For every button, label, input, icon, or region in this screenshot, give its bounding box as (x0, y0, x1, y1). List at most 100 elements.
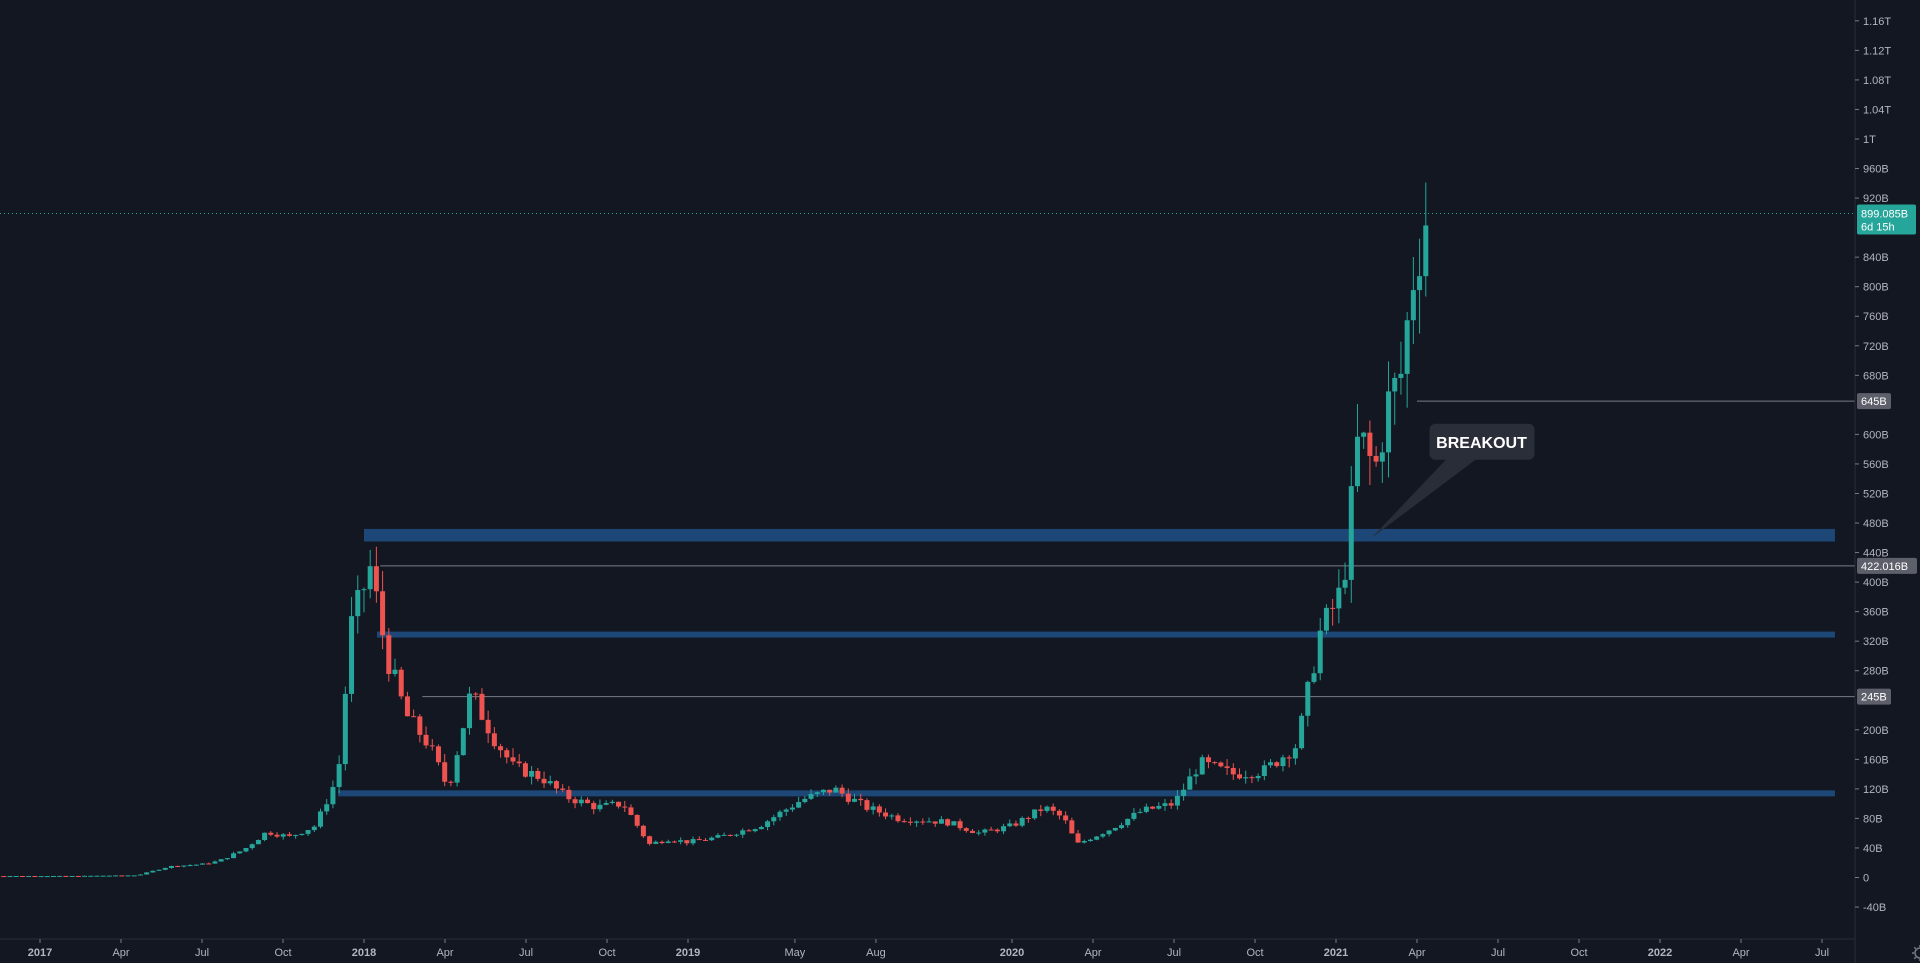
candle-body (262, 832, 268, 840)
annotation-layer: BREAKOUT (1371, 423, 1535, 538)
candle-body (1044, 806, 1050, 811)
candle-body (150, 870, 156, 873)
time-axis[interactable]: 2017 Apr Jul Oct 2018 Apr Jul Oct 2019 May Aug 2020… (28, 939, 1829, 959)
candle-body (1354, 436, 1360, 487)
candle-body (435, 746, 441, 763)
candle-body (870, 806, 876, 810)
candle-body (938, 819, 944, 824)
candle-body (789, 807, 795, 810)
candle-body (1056, 810, 1062, 816)
candle-body (1125, 818, 1131, 826)
price-tick-label: 1.04T (1863, 104, 1891, 116)
candle-body (1311, 673, 1317, 682)
candle-body (976, 832, 982, 834)
candle-body (187, 865, 193, 867)
gear-icon[interactable] (1912, 945, 1920, 961)
price-tick-label: 1.16T (1863, 16, 1891, 28)
candle-body (920, 821, 926, 823)
candle-body (634, 814, 640, 826)
candle-body (969, 830, 975, 834)
time-tick-label: 2018 (352, 947, 376, 959)
price-tick-label: 920B (1863, 193, 1889, 205)
candle-body (1137, 811, 1143, 813)
candle-body (628, 807, 634, 815)
candle-body (255, 839, 261, 845)
price-axis[interactable]: 1.16T 1.12T 1.08T 1.04T 1T 960B 920B 840B 800B 76… (1855, 16, 1891, 914)
candle-body (1330, 607, 1336, 609)
candle-body (994, 829, 1000, 832)
candle-body (516, 761, 522, 764)
candle-body (454, 755, 460, 783)
price-tick-label: 1.12T (1863, 45, 1891, 57)
candle-body (324, 804, 330, 812)
time-tick-label: Oct (1570, 947, 1587, 959)
time-tick-label: Oct (1246, 947, 1263, 959)
price-tick-label: 1T (1863, 134, 1876, 146)
candle-body (609, 801, 615, 803)
candle-body (1181, 789, 1187, 796)
candle-body (417, 716, 423, 735)
candle-body (299, 833, 305, 835)
candle-body (852, 798, 858, 802)
candle-body (106, 875, 112, 877)
candle-body (243, 848, 249, 852)
candle-body (1063, 815, 1069, 821)
candle-body (467, 693, 473, 729)
candle-body (1224, 766, 1230, 768)
candle-body (591, 803, 597, 810)
price-tick-label: 520B (1863, 488, 1889, 500)
candle-body (13, 875, 19, 877)
candle-body (398, 669, 404, 697)
time-tick-label: May (785, 947, 806, 959)
candle-body (131, 875, 137, 877)
candle-body (535, 770, 541, 779)
candle-body (1038, 809, 1044, 811)
candle-body (386, 635, 392, 674)
candle-body (783, 809, 789, 812)
levels-layer (0, 213, 1855, 698)
candle-body (1243, 777, 1249, 779)
candle-body (1386, 391, 1392, 453)
candle-body (864, 800, 870, 810)
last-price-label: 899.085B (1861, 209, 1908, 221)
candle-body (678, 840, 684, 842)
candle-body (1143, 806, 1149, 812)
time-tick-label: Jul (195, 947, 209, 959)
candle-body (485, 719, 491, 734)
candle-body (342, 693, 348, 765)
candle-body (411, 716, 417, 718)
candle-body (7, 876, 13, 878)
candle-body (653, 841, 659, 844)
price-tick-label: 160B (1863, 754, 1889, 766)
candle-body (715, 835, 721, 838)
candle-body (1199, 757, 1205, 775)
candle-body (727, 834, 733, 836)
candle-body (541, 778, 547, 784)
candle-body (57, 875, 63, 877)
candle-body (1081, 841, 1087, 843)
candle-body (1174, 795, 1180, 806)
time-tick-label: 2021 (1324, 947, 1348, 959)
candle-body (1379, 452, 1385, 462)
candle-body (709, 837, 715, 841)
candle-body (553, 781, 559, 789)
candle-body (305, 830, 311, 834)
candle-body (982, 829, 988, 833)
candle-body (1150, 806, 1156, 809)
candle-body (1336, 587, 1342, 609)
candle-body (1019, 817, 1025, 826)
time-tick-label: Jul (519, 947, 533, 959)
candle-body (957, 821, 963, 829)
price-tick-label: 840B (1863, 252, 1889, 264)
price-tick-label: 40B (1863, 843, 1883, 855)
candle-body (156, 869, 162, 871)
candle-body (119, 875, 125, 877)
candle-body (1007, 823, 1013, 827)
candle-body (963, 828, 969, 831)
candle-body (1342, 579, 1348, 588)
candle-body (336, 764, 342, 788)
candle-body (224, 858, 230, 860)
candle-body (883, 812, 889, 817)
